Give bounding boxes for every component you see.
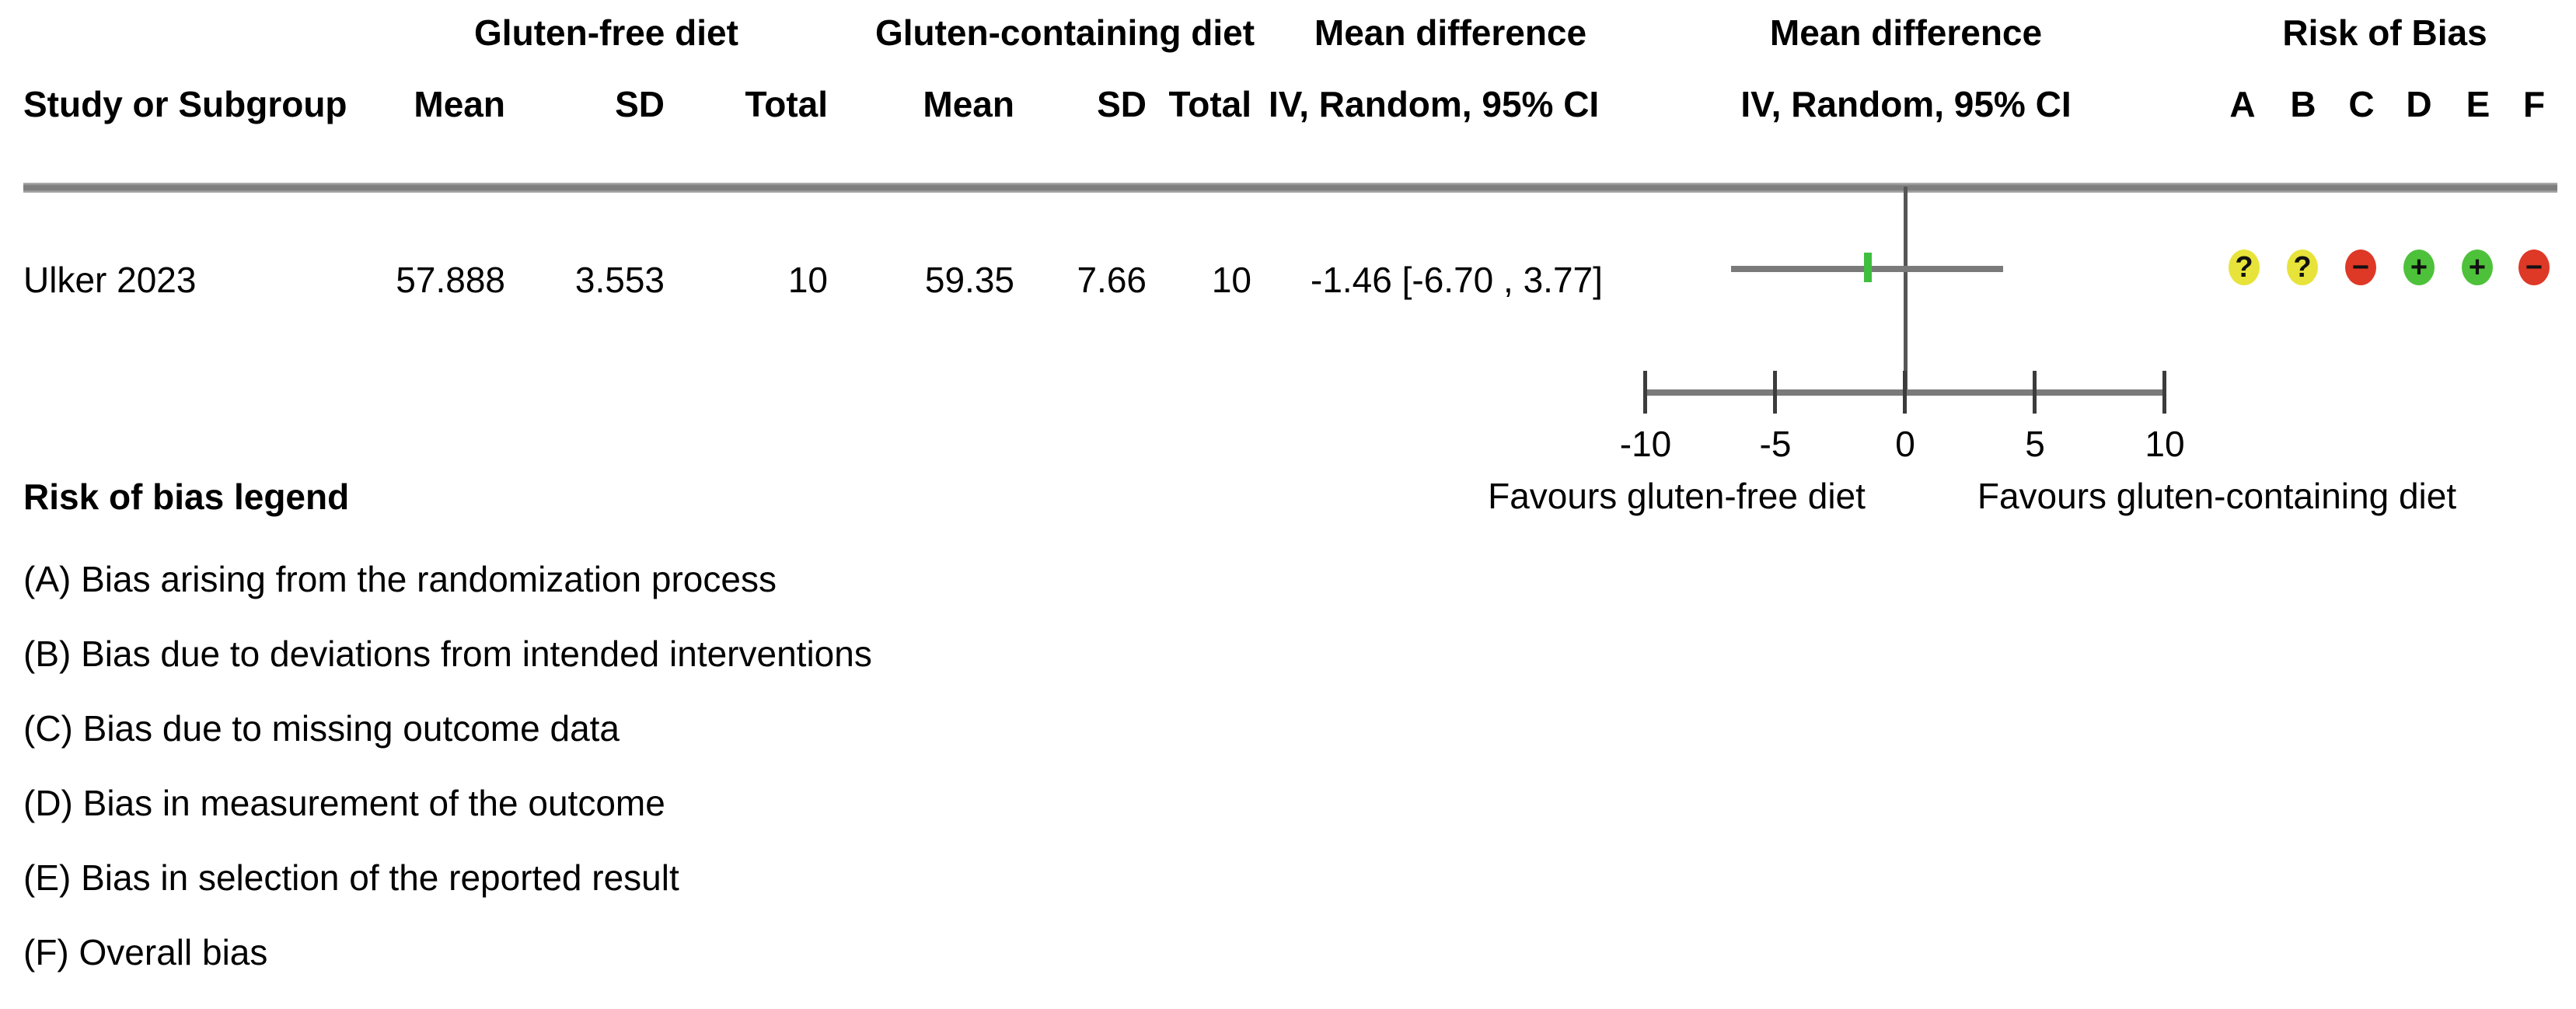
rob-letter-c: C xyxy=(2348,84,2375,124)
point-estimate-marker xyxy=(1864,253,1872,282)
group2-header: Gluten-containing diet xyxy=(874,12,1255,53)
rob-letter-a: A xyxy=(2229,84,2256,124)
study-label: Ulker 2023 xyxy=(23,260,197,300)
cell-gf-total: 10 xyxy=(787,260,828,300)
rob-legend-item-d: (D) Bias in measurement of the outcome xyxy=(23,783,665,823)
rob-legend-item-c: (C) Bias due to missing outcome data xyxy=(23,708,620,749)
tick-label-zero: 0 xyxy=(1895,424,1915,464)
tick-zero xyxy=(1903,371,1907,414)
column-header-ci-plot: IV, Random, 95% CI xyxy=(1740,84,2072,124)
tick-10 xyxy=(2162,371,2166,414)
rob-icon-f-high: − xyxy=(2518,250,2550,285)
column-header-sd-1: SD xyxy=(615,84,665,124)
cell-ci-text: -1.46 [-6.70 , 3.77] xyxy=(1311,260,1603,300)
header-rule xyxy=(23,183,2557,193)
rob-letter-b: B xyxy=(2290,84,2316,124)
rob-icon-e-low: + xyxy=(2462,250,2493,285)
cell-gc-sd: 7.66 xyxy=(1077,260,1147,300)
column-header-total-1: Total xyxy=(745,84,828,124)
column-header-mean-2: Mean xyxy=(923,84,1014,124)
favours-left-label: Favours gluten-free diet xyxy=(1488,476,1866,516)
column-header-study: Study or Subgroup xyxy=(23,84,347,124)
rob-legend-title: Risk of bias legend xyxy=(23,477,350,517)
cell-gf-mean: 57.888 xyxy=(396,260,505,300)
rob-letter-f: F xyxy=(2522,84,2546,124)
rob-legend-item-e: (E) Bias in selection of the reported re… xyxy=(23,857,679,898)
rob-icon-d-low: + xyxy=(2403,250,2435,285)
rob-letter-d: D xyxy=(2406,84,2432,124)
rob-legend-item-a: (A) Bias arising from the randomization … xyxy=(23,559,777,599)
tick-label-5: 5 xyxy=(2025,424,2045,464)
risk-of-bias-header: Risk of Bias xyxy=(2282,12,2487,53)
tick-minus10 xyxy=(1643,371,1647,414)
rob-legend-item-f: (F) Overall bias xyxy=(23,932,268,972)
mean-difference-header-plot: Mean difference xyxy=(1769,12,2043,53)
column-header-ci-text: IV, Random, 95% CI xyxy=(1269,84,1600,124)
mean-difference-header-text: Mean difference xyxy=(1314,12,1587,53)
rob-legend-item-b: (B) Bias due to deviations from intended… xyxy=(23,634,872,674)
favours-right-label: Favours gluten-containing diet xyxy=(1977,476,2457,516)
rob-icon-c-high: − xyxy=(2345,250,2376,285)
cell-gf-sd: 3.553 xyxy=(574,260,665,300)
tick-5 xyxy=(2033,371,2037,414)
rob-icon-a-unclear: ? xyxy=(2229,250,2260,285)
cell-gc-total: 10 xyxy=(1211,260,1251,300)
tick-label-10: 10 xyxy=(2145,424,2185,464)
cell-gc-mean: 59.35 xyxy=(924,260,1014,300)
tick-label-minus5: -5 xyxy=(1759,424,1792,464)
column-header-mean-1: Mean xyxy=(414,84,505,124)
column-header-sd-2: SD xyxy=(1097,84,1147,124)
column-header-total-2: Total xyxy=(1168,84,1251,124)
zero-line xyxy=(1904,187,1908,396)
rob-letter-e: E xyxy=(2466,84,2490,124)
group1-header: Gluten-free diet xyxy=(474,12,738,53)
tick-label-minus10: -10 xyxy=(1619,424,1672,464)
rob-icon-b-unclear: ? xyxy=(2287,250,2318,285)
tick-minus5 xyxy=(1773,371,1777,414)
